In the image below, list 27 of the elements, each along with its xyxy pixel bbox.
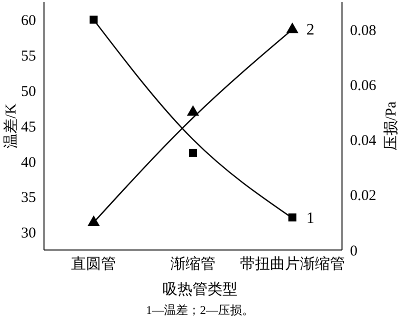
y-tick-label: 50 <box>21 84 36 100</box>
y-axis-title: 温差/K <box>2 103 20 148</box>
y2-tick-label: 0.02 <box>350 188 376 204</box>
y-tick-label: 60 <box>21 13 36 30</box>
x-tick-label: 带扭曲片渐缩管 <box>240 256 345 273</box>
point <box>90 16 98 24</box>
y2-tick-label: 0.06 <box>350 78 377 94</box>
y-tick-label: 40 <box>21 154 36 171</box>
point <box>288 213 296 222</box>
point <box>286 22 298 34</box>
y-tick-label: 35 <box>21 190 36 206</box>
series-label: 2 <box>306 22 314 39</box>
series-label: 1 <box>306 210 314 228</box>
point <box>186 105 200 116</box>
y2-tick-label: 0 <box>350 243 358 260</box>
y-tick-label: 45 <box>21 119 36 136</box>
x-axis-title: 吸热管类型 <box>162 281 238 299</box>
y-tick-label: 30 <box>21 226 36 242</box>
text: 1—温差；2—压损。 <box>145 303 255 317</box>
y2-axis-title: 压损/Pa <box>382 101 400 151</box>
point <box>88 215 100 226</box>
y2-tick-label: 0.08 <box>350 22 376 39</box>
x-tick-label: 直圆管 <box>71 256 116 273</box>
y2-tick-label: 0.04 <box>350 133 377 150</box>
y-tick-label: 55 <box>21 48 36 64</box>
x-tick-label: 渐缩管 <box>170 256 216 273</box>
point <box>189 148 197 157</box>
